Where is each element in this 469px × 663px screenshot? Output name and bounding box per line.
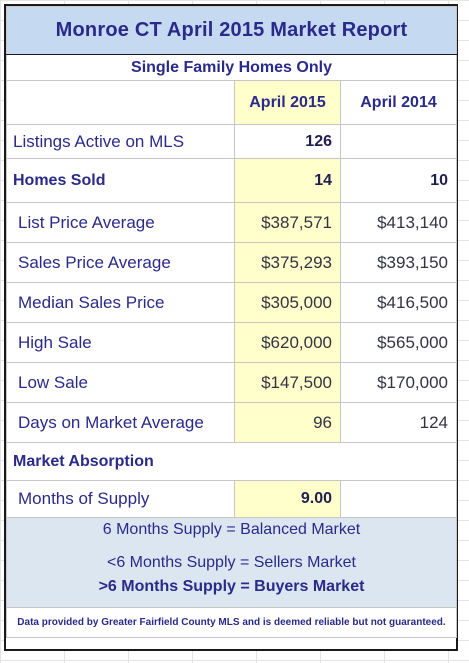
row-label: Days on Market Average (6, 402, 235, 443)
row-prior-value: 124 (340, 402, 457, 443)
legend-balanced: 6 Months Supply = Balanced Market (102, 521, 361, 538)
absorption-heading: Market Absorption (6, 442, 457, 481)
subtitle-row: Single Family Homes Only (6, 54, 457, 81)
legend-sellers: <6 Months Supply = Sellers Market (106, 554, 356, 571)
table-row: High Sale $620,000 $565,000 (6, 322, 457, 363)
report-subtitle: Single Family Homes Only (6, 54, 457, 81)
row-prior-value: $393,150 (340, 242, 457, 283)
row-label: High Sale (6, 322, 235, 363)
row-label: Median Sales Price (6, 282, 235, 323)
column-header-current: April 2015 (234, 80, 341, 125)
market-report: Monroe CT April 2015 Market Report Singl… (4, 4, 458, 651)
absorption-heading-row: Market Absorption (6, 442, 457, 481)
row-label: Sales Price Average (6, 242, 235, 283)
row-prior-value: $413,140 (340, 202, 457, 243)
months-supply-row: Months of Supply 9.00 (6, 480, 457, 518)
legend-row: 6 Months Supply = Balanced Market <6 Mon… (6, 517, 457, 608)
row-current-value: 96 (234, 402, 341, 443)
months-supply-label: Months of Supply (6, 480, 235, 518)
row-label: Low Sale (6, 362, 235, 403)
supply-legend: 6 Months Supply = Balanced Market <6 Mon… (6, 517, 457, 608)
row-label: List Price Average (6, 202, 235, 243)
row-current-value: $620,000 (234, 322, 341, 363)
row-current-value: $305,000 (234, 282, 341, 323)
column-header-row: April 2015 April 2014 (6, 80, 457, 125)
homes-sold-current: 14 (234, 158, 341, 203)
months-supply-value: 9.00 (234, 480, 341, 518)
footnote-row: Data provided by Greater Fairfield Count… (6, 607, 457, 638)
row-current-value: $147,500 (234, 362, 341, 403)
table-row: Days on Market Average 96 124 (6, 402, 457, 443)
table-row: List Price Average $387,571 $413,140 (6, 202, 457, 243)
homes-sold-row: Homes Sold 14 10 (6, 158, 457, 203)
table-row: Median Sales Price $305,000 $416,500 (6, 282, 457, 323)
listings-current: 126 (234, 124, 341, 159)
report-title: Monroe CT April 2015 Market Report (6, 6, 457, 55)
data-source-footnote: Data provided by Greater Fairfield Count… (6, 607, 457, 638)
column-header-prior: April 2014 (340, 80, 457, 125)
homes-sold-prior: 10 (340, 158, 457, 203)
listings-row: Listings Active on MLS 126 (6, 124, 457, 159)
months-supply-prior-empty (340, 480, 457, 518)
row-prior-value: $416,500 (340, 282, 457, 323)
listings-prior (340, 124, 457, 159)
header-empty-cell (6, 80, 235, 125)
table-row: Sales Price Average $375,293 $393,150 (6, 242, 457, 283)
legend-buyers: >6 Months Supply = Buyers Market (98, 578, 365, 595)
row-current-value: $387,571 (234, 202, 341, 243)
row-prior-value: $170,000 (340, 362, 457, 403)
homes-sold-label: Homes Sold (6, 158, 235, 203)
row-current-value: $375,293 (234, 242, 341, 283)
report-table: Monroe CT April 2015 Market Report Singl… (6, 6, 457, 638)
table-row: Low Sale $147,500 $170,000 (6, 362, 457, 403)
row-prior-value: $565,000 (340, 322, 457, 363)
listings-label: Listings Active on MLS (6, 124, 235, 159)
title-row: Monroe CT April 2015 Market Report (6, 6, 457, 55)
